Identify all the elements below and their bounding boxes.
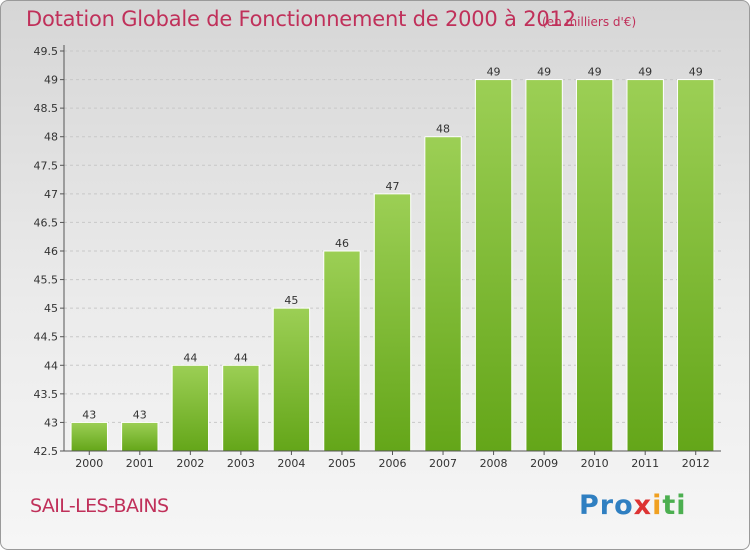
chart-title: Dotation Globale de Fonctionnement de 20… [26,7,576,31]
y-tick-label: 48 [44,131,58,144]
y-tick-label: 47.5 [34,159,59,172]
bar-value-label: 43 [133,408,147,421]
x-tick-label: 2008 [480,457,508,470]
x-tick-label: 2003 [227,457,255,470]
bar-value-label: 49 [689,66,703,79]
x-tick-label: 2012 [682,457,710,470]
x-tick-label: 2006 [379,457,407,470]
x-tick-label: 2005 [328,457,356,470]
x-tick-label: 2009 [530,457,558,470]
bar [70,421,108,452]
x-tick-label: 2001 [126,457,154,470]
y-tick-label: 46 [44,245,58,258]
commune-name: SAIL-LES-BAINS [30,495,169,517]
x-tick-label: 2000 [75,457,103,470]
bar [323,250,361,452]
y-tick-label: 44 [44,359,58,372]
logo-part: ti [662,490,687,521]
y-tick-label: 42.5 [34,445,59,458]
bar [525,79,563,452]
x-tick-label: 2007 [429,457,457,470]
y-tick-label: 47 [44,188,58,201]
y-tick-label: 49.5 [34,45,59,58]
bars [70,79,715,452]
x-tick-label: 2011 [631,457,659,470]
logo-part: x [633,490,653,521]
y-tick-label: 45 [44,302,58,315]
y-tick-label: 48.5 [34,102,59,115]
bar [626,79,664,452]
bar [474,79,513,452]
proxiti-logo[interactable]: Proxiti [579,490,687,521]
bar-value-label: 49 [537,66,551,79]
chart-unit-note: (en milliers d'€) [542,15,637,29]
bar [121,421,159,452]
x-tick-label: 2004 [277,457,305,470]
bar [373,193,412,452]
bar [272,307,311,452]
bar-value-label: 45 [284,294,298,307]
logo-part: i [652,490,663,521]
bar-value-label: 49 [638,66,652,79]
logo-part: Pro [579,490,634,521]
bar-value-label: 47 [386,180,400,193]
bar [575,79,614,452]
bar-value-label: 44 [183,351,197,364]
bar-value-label: 43 [82,408,96,421]
y-tick-label: 45.5 [34,274,59,287]
bar-value-label: 49 [588,66,602,79]
y-tick-label: 44.5 [34,331,59,344]
bar-value-label: 48 [436,123,450,136]
bar [424,136,462,452]
y-tick-label: 43 [44,416,58,429]
bar [171,364,210,452]
bar [677,79,715,452]
y-tick-label: 46.5 [34,216,59,229]
bar [222,364,260,452]
axes [60,45,721,455]
bar-value-label: 49 [487,66,501,79]
y-tick-label: 43.5 [34,388,59,401]
bar-value-label: 44 [234,351,248,364]
x-tick-label: 2002 [176,457,204,470]
y-tick-label: 49 [44,74,58,87]
x-tick-label: 2010 [581,457,609,470]
labels: 42.5 43 43.5 44 44.5 45 45.5 46 46.5 47 47.5 48 48.5… [34,45,710,470]
bar-value-label: 46 [335,237,349,250]
